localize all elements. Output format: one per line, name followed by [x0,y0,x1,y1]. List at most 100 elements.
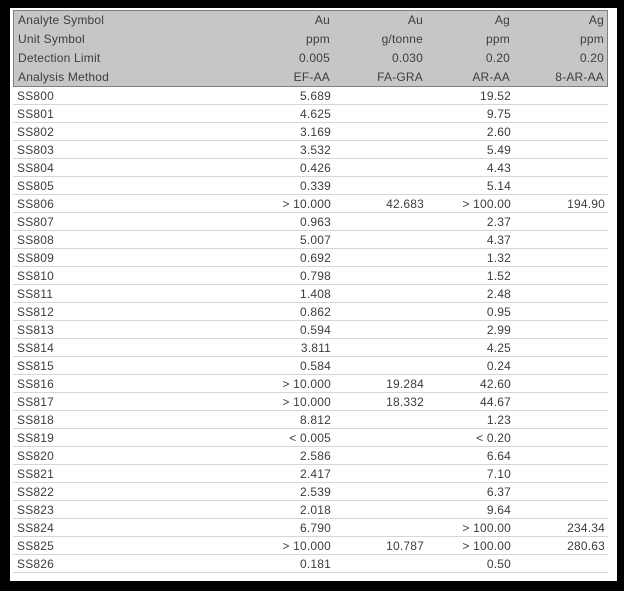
table-row: SS825 > 10.000 10.787 > 100.00 280.63 [13,537,608,555]
table-row: SS807 0.963 2.37 [13,213,608,231]
header-value-ag-ppm-2: 8-AR-AA [555,69,604,84]
value-au-ppm: 6.790 [299,520,331,535]
header-value-au-gtonne: Au [407,13,423,28]
table-row: SS801 4.625 9.75 [13,105,608,123]
table-row: SS823 2.018 9.64 [13,501,608,519]
sample-id: SS812 [17,304,55,319]
sample-id: SS809 [17,250,55,265]
sample-id: SS803 [17,142,55,157]
header-value-ag-ppm-2: Ag [588,13,604,28]
header-value-ag-ppm: ppm [486,32,510,47]
sample-id: SS810 [17,268,55,283]
table-row: SS806 > 10.000 42.683 > 100.00 194.90 [13,195,608,213]
value-au-ppm: 0.692 [299,250,331,265]
value-ag-ppm: 19.52 [479,88,511,103]
header-value-au-ppm: 0.005 [298,50,330,65]
value-ag-ppm: 5.14 [486,178,511,193]
value-au-gtonne: 10.787 [386,538,424,553]
sample-id: SS824 [17,520,55,535]
sample-id: SS813 [17,322,55,337]
value-ag-ppm: 1.52 [486,268,511,283]
table-row: SS818 8.812 1.23 [13,411,608,429]
value-ag-ppm: 6.37 [486,484,511,499]
table-row: SS822 2.539 6.37 [13,483,608,501]
value-ag-ppm: 2.99 [486,322,511,337]
sample-id: SS816 [17,376,55,391]
value-au-ppm: 8.812 [299,412,331,427]
value-au-ppm: 5.689 [299,88,331,103]
header-row-label: Analyte Symbol [18,13,105,28]
value-au-ppm: 0.798 [299,268,331,283]
sample-id: SS817 [17,394,55,409]
table-row: SS810 0.798 1.52 [13,267,608,285]
header-row: Analyte Symbol Au Au Ag Ag [14,11,607,30]
value-au-ppm: 3.532 [299,142,331,157]
value-ag-ppm: 4.25 [486,340,511,355]
value-ag-ppm: 7.10 [486,466,511,481]
value-ag-ppm: > 100.00 [462,538,511,553]
sample-id: SS807 [17,214,55,229]
value-ag-ppm: 6.64 [486,448,511,463]
header-value-au-ppm: EF-AA [293,69,330,84]
value-ag-ppm: 0.50 [486,556,511,571]
value-au-gtonne: 18.332 [386,394,424,409]
value-ag-ppm: 2.48 [486,286,511,301]
table-row: SS820 2.586 6.64 [13,447,608,465]
table-row: SS808 5.007 4.37 [13,231,608,249]
sample-id: SS818 [17,412,55,427]
sample-id: SS808 [17,232,55,247]
header-value-au-gtonne: FA-GRA [377,69,423,84]
value-au-ppm: 4.625 [299,106,331,121]
sample-id: SS800 [17,88,55,103]
value-ag-ppm: 0.24 [486,358,511,373]
table-row: SS802 3.169 2.60 [13,123,608,141]
sample-id: SS806 [17,196,55,211]
value-ag-ppm-2: 194.90 [567,196,605,211]
sample-id: SS801 [17,106,55,121]
sample-id: SS819 [17,430,55,445]
value-au-ppm: 0.339 [299,178,331,193]
value-ag-ppm: 4.37 [486,232,511,247]
value-ag-ppm: 2.60 [486,124,511,139]
sample-id: SS814 [17,340,55,355]
value-au-ppm: 2.417 [299,466,331,481]
value-au-ppm: > 10.000 [282,394,331,409]
table-row: SS814 3.811 4.25 [13,339,608,357]
value-ag-ppm: 44.67 [479,394,511,409]
table-row: SS812 0.862 0.95 [13,303,608,321]
value-au-ppm: 2.018 [299,502,331,517]
value-au-ppm: 0.594 [299,322,331,337]
table-row: SS824 6.790 > 100.00 234.34 [13,519,608,537]
sample-id: SS821 [17,466,55,481]
table-row: SS811 1.408 2.48 [13,285,608,303]
header-value-ag-ppm: 0.20 [485,50,510,65]
value-au-ppm: 0.862 [299,304,331,319]
value-au-ppm: 2.586 [299,448,331,463]
header-value-ag-ppm-2: 0.20 [579,50,604,65]
value-ag-ppm: 5.49 [486,142,511,157]
header-value-ag-ppm-2: ppm [580,32,604,47]
table-row: SS805 0.339 5.14 [13,177,608,195]
value-ag-ppm: 1.23 [486,412,511,427]
table-row: SS804 0.426 4.43 [13,159,608,177]
value-au-ppm: 3.811 [300,340,331,355]
assay-table-header: Analyte Symbol Au Au Ag Ag Unit Symbol p… [13,10,608,87]
sample-id: SS802 [17,124,55,139]
value-ag-ppm: 4.43 [486,160,511,175]
header-value-au-ppm: ppm [306,32,330,47]
table-row: SS817 > 10.000 18.332 44.67 [13,393,608,411]
table-row: SS800 5.689 19.52 [13,87,608,105]
report-sheet: Analyte Symbol Au Au Ag Ag Unit Symbol p… [10,8,617,581]
sample-id: SS825 [17,538,55,553]
table-row: SS815 0.584 0.24 [13,357,608,375]
value-au-ppm: 5.007 [299,232,331,247]
value-au-gtonne: 19.284 [386,376,424,391]
assay-table-body: SS800 5.689 19.52 SS801 4.625 9.75 SS802… [13,87,608,573]
value-ag-ppm: 1.32 [486,250,511,265]
sample-id: SS823 [17,502,55,517]
value-ag-ppm: 0.95 [486,304,511,319]
header-row: Detection Limit 0.005 0.030 0.20 0.20 [14,49,607,68]
table-row: SS819 < 0.005 < 0.20 [13,429,608,447]
sample-id: SS804 [17,160,55,175]
